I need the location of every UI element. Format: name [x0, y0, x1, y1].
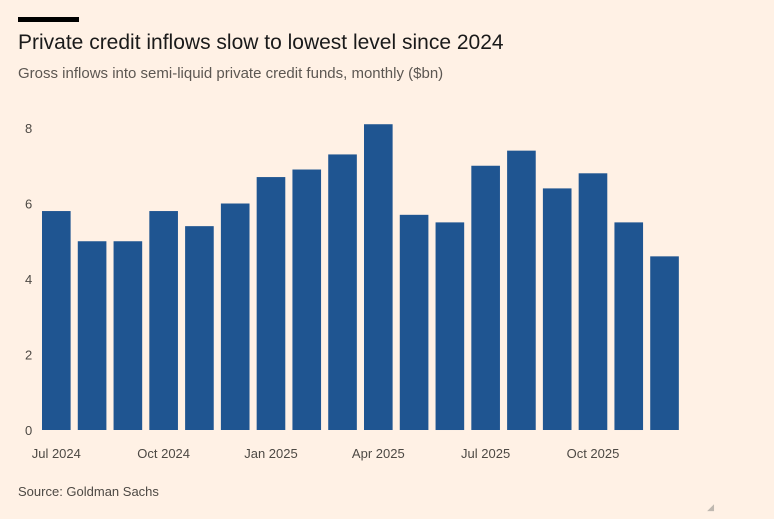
bar	[650, 256, 679, 430]
y-tick-label: 6	[25, 197, 32, 212]
chart-subtitle: Gross inflows into semi-liquid private c…	[18, 65, 444, 82]
chart-title: Private credit inflows slow to lowest le…	[18, 31, 504, 54]
bar	[220, 203, 250, 430]
x-tick-label: Apr 2025	[352, 446, 405, 461]
bar	[399, 214, 429, 430]
bar	[256, 177, 286, 430]
bar	[185, 226, 214, 430]
bar	[435, 222, 465, 431]
y-tick-label: 8	[25, 121, 32, 136]
bar	[328, 154, 357, 430]
bar	[42, 211, 71, 430]
x-tick-label: Jan 2025	[244, 446, 298, 461]
bar	[77, 241, 107, 430]
bar	[542, 188, 572, 430]
resize-handle-icon: ◢	[707, 502, 714, 512]
bar	[364, 124, 393, 430]
y-tick-label: 0	[25, 423, 32, 438]
x-tick-label: Oct 2024	[137, 446, 190, 461]
bar-series	[42, 124, 679, 431]
bar	[614, 222, 644, 431]
bar	[149, 211, 178, 430]
y-tick-label: 4	[25, 272, 32, 287]
source-note: Source: Goldman Sachs	[18, 484, 159, 499]
bar	[578, 173, 608, 431]
y-axis: 0 2 4 6 8	[25, 121, 32, 438]
x-tick-label: Oct 2025	[567, 446, 620, 461]
x-axis: Jul 2024 Oct 2024 Jan 2025 Apr 2025 Jul 2025…	[32, 446, 620, 461]
bar	[507, 150, 536, 430]
bar	[292, 169, 322, 430]
bar	[471, 165, 500, 430]
top-rule	[18, 17, 79, 22]
x-tick-label: Jul 2024	[32, 446, 81, 461]
bar	[113, 241, 143, 430]
x-tick-label: Jul 2025	[461, 446, 510, 461]
y-tick-label: 2	[25, 348, 32, 363]
